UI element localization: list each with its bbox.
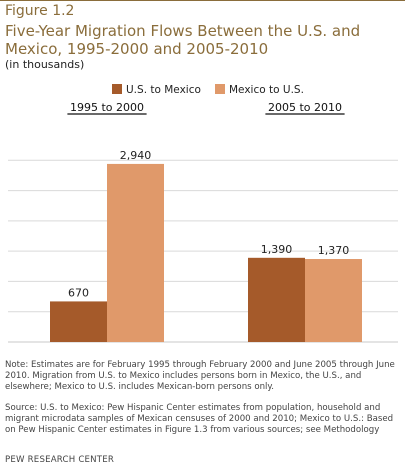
bar-u-s-to-mexico-1995-to-2000 xyxy=(50,301,107,342)
chart-note: Note: Estimates are for February 1995 th… xyxy=(5,360,395,392)
bar-u-s-to-mexico-2005-to-2010 xyxy=(248,257,305,342)
legend-label-mexico-to-u-s: Mexico to U.S. xyxy=(229,84,304,96)
data-label-mexico-to-u-s-2005-to-2010: 1,370 xyxy=(318,244,350,257)
category-label-2005-to-2010: 2005 to 2010 xyxy=(268,101,342,114)
top-rule xyxy=(0,0,405,1)
category-label-1995-to-2000: 1995 to 2000 xyxy=(70,101,144,114)
data-label-u-s-to-mexico-1995-to-2000: 670 xyxy=(68,286,89,299)
chart-source: Source: U.S. to Mexico: Pew Hispanic Cen… xyxy=(5,403,394,435)
bar-mexico-to-u-s-1995-to-2000 xyxy=(107,163,164,342)
bar-mexico-to-u-s-2005-to-2010 xyxy=(305,259,362,342)
data-label-u-s-to-mexico-2005-to-2010: 1,390 xyxy=(261,243,293,256)
figure-label: Figure 1.2 xyxy=(5,3,75,19)
bar-chart: U.S. to Mexico Mexico to U.S. 1995 to 2000… xyxy=(8,84,398,343)
legend-swatch-mexico-to-u-s xyxy=(215,84,225,94)
pew-credit: PEW RESEARCH CENTER xyxy=(5,455,115,465)
legend-label-u-s-to-mexico: U.S. to Mexico xyxy=(126,84,201,96)
legend-swatch-u-s-to-mexico xyxy=(112,84,122,94)
chart-title: Five-Year Migration Flows Between the U.… xyxy=(5,22,361,58)
chart-subtitle: (in thousands) xyxy=(5,58,85,71)
data-label-mexico-to-u-s-1995-to-2000: 2,940 xyxy=(120,149,152,162)
